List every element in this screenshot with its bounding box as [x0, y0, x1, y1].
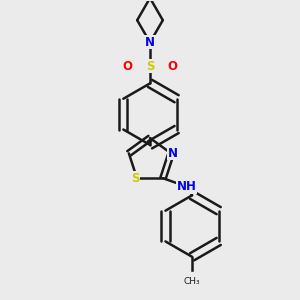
Text: CH₃: CH₃	[184, 277, 200, 286]
Text: O: O	[167, 60, 177, 73]
Text: S: S	[131, 172, 140, 185]
Text: O: O	[123, 60, 133, 73]
Text: S: S	[146, 60, 154, 73]
Text: N: N	[168, 147, 178, 160]
Text: NH: NH	[177, 180, 197, 193]
Text: N: N	[145, 36, 155, 49]
